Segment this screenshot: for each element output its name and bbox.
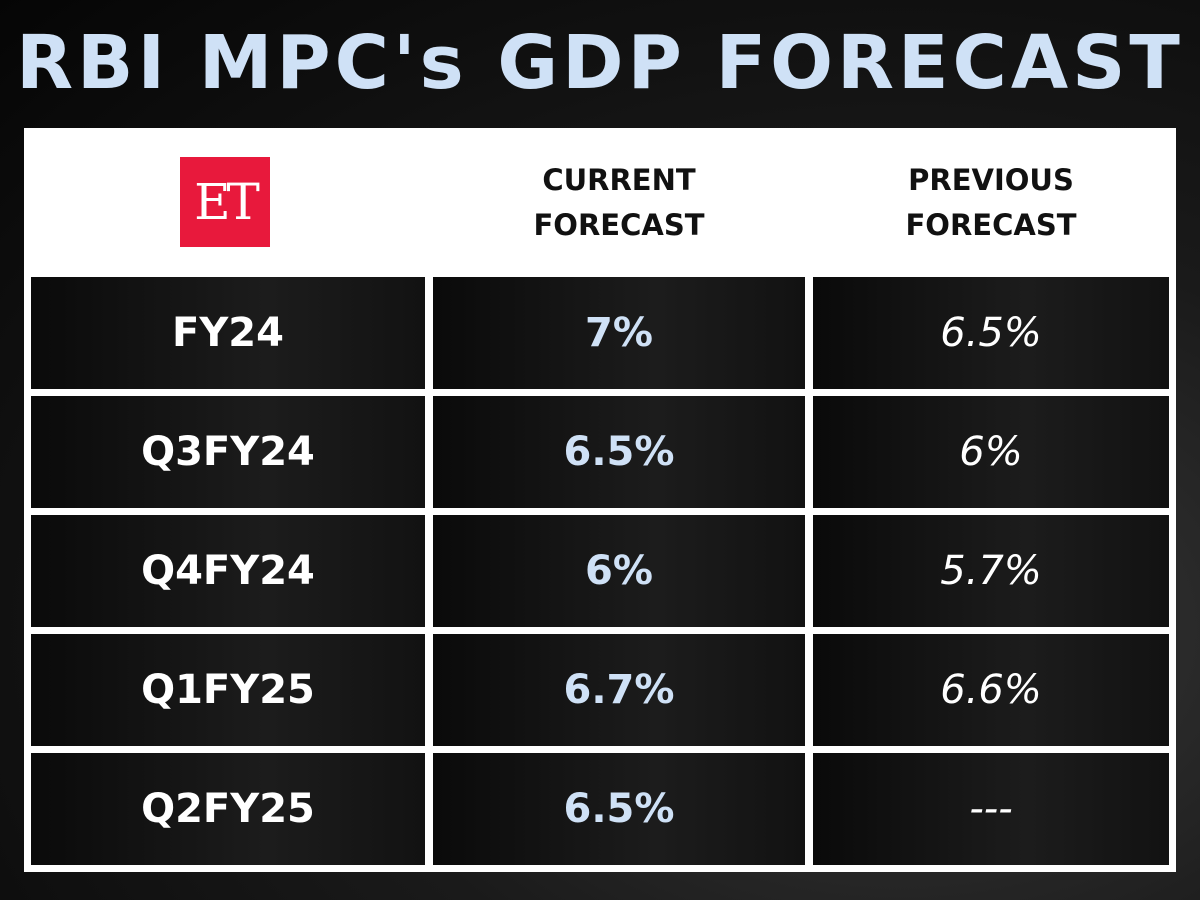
- header-current-forecast: CURRENT FORECAST: [433, 128, 805, 277]
- period-cell: Q2FY25: [31, 753, 425, 865]
- forecast-table: ET CURRENT FORECAST PREVIOUS FORECAST FY24…: [24, 128, 1176, 872]
- header-line: PREVIOUS: [908, 162, 1074, 197]
- previous-forecast-cell: 6.6%: [813, 634, 1169, 746]
- header-line: FORECAST: [533, 207, 705, 242]
- current-forecast-cell: 6.7%: [433, 634, 805, 746]
- previous-forecast-cell: 6%: [813, 396, 1169, 508]
- previous-forecast-cell: 6.5%: [813, 277, 1169, 389]
- period-cell: Q4FY24: [31, 515, 425, 627]
- current-forecast-cell: 6%: [433, 515, 805, 627]
- period-cell: FY24: [31, 277, 425, 389]
- previous-forecast-cell: 5.7%: [813, 515, 1169, 627]
- page-title: RBI MPC's GDP FORECAST: [16, 20, 1184, 106]
- header-previous-forecast: PREVIOUS FORECAST: [813, 128, 1169, 277]
- et-logo: ET: [180, 157, 270, 247]
- header-line: CURRENT: [542, 162, 696, 197]
- current-forecast-cell: 7%: [433, 277, 805, 389]
- current-forecast-cell: 6.5%: [433, 396, 805, 508]
- previous-forecast-cell: ---: [813, 753, 1169, 865]
- current-forecast-cell: 6.5%: [433, 753, 805, 865]
- period-cell: Q3FY24: [31, 396, 425, 508]
- header-line: FORECAST: [905, 207, 1077, 242]
- period-cell: Q1FY25: [31, 634, 425, 746]
